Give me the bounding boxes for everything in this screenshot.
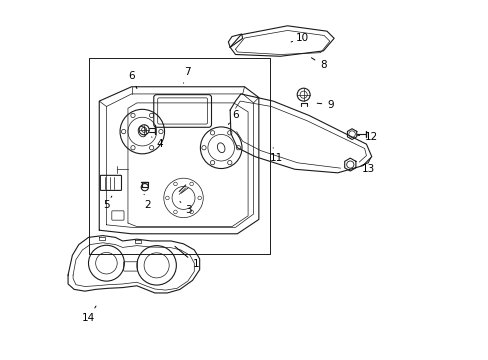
Text: 8: 8 [311, 58, 326, 70]
Text: 14: 14 [81, 306, 96, 323]
Text: 10: 10 [290, 33, 308, 43]
Text: 11: 11 [269, 148, 283, 163]
Text: 7: 7 [183, 67, 190, 83]
Text: 9: 9 [317, 100, 333, 110]
Text: 6: 6 [228, 111, 238, 125]
Text: 3: 3 [180, 202, 192, 216]
Text: 1: 1 [175, 246, 199, 269]
Text: 12: 12 [357, 132, 378, 142]
Text: 13: 13 [355, 164, 374, 174]
Text: 6: 6 [128, 71, 137, 89]
Text: 4: 4 [151, 137, 163, 149]
Text: 2: 2 [144, 194, 151, 210]
Text: 5: 5 [103, 196, 112, 210]
Circle shape [141, 184, 148, 191]
